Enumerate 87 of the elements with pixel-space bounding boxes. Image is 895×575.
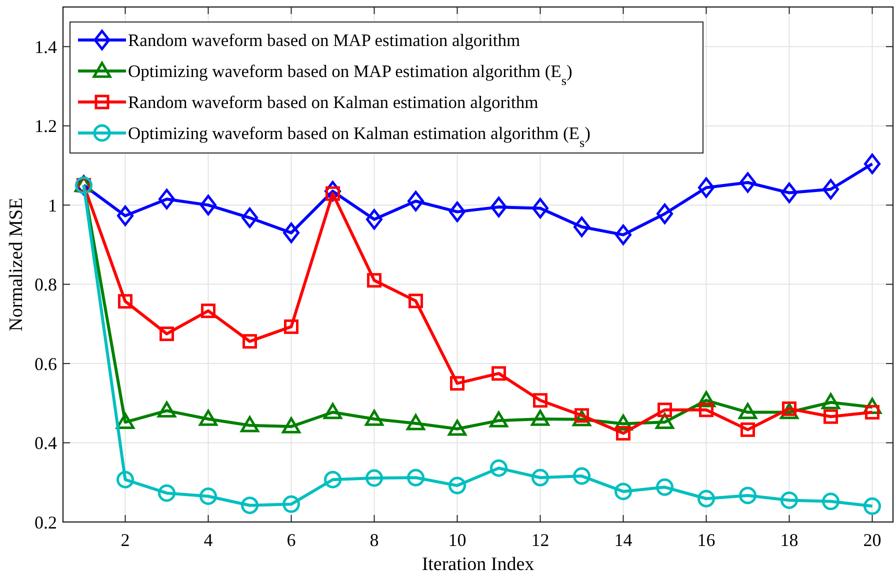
point <box>658 402 672 418</box>
point <box>780 491 798 509</box>
point <box>117 206 134 226</box>
x-tick-label: 18 <box>780 530 798 550</box>
point <box>781 182 798 204</box>
point <box>408 190 424 212</box>
y-tick-label: 1 <box>48 195 57 216</box>
y-tick-label: 0.2 <box>34 512 57 532</box>
point <box>367 273 382 288</box>
point <box>824 409 838 424</box>
y-tick-label: 0.8 <box>34 274 57 295</box>
point <box>532 198 548 218</box>
point <box>365 410 384 426</box>
point <box>406 414 425 430</box>
point <box>533 393 548 408</box>
point <box>158 401 176 418</box>
point <box>448 420 466 436</box>
point <box>366 469 383 487</box>
x-tick-label: 6 <box>286 530 296 550</box>
point <box>407 468 424 486</box>
y-tick-label: 0.4 <box>34 433 57 454</box>
x-tick-label: 20 <box>863 530 882 550</box>
point <box>242 208 258 228</box>
point <box>449 202 466 222</box>
point <box>573 467 590 485</box>
point <box>282 417 300 434</box>
point <box>200 488 217 505</box>
point <box>201 304 216 318</box>
x-tick-label: 16 <box>697 530 716 550</box>
y-tick-label: 0.6 <box>34 354 57 374</box>
point <box>118 294 132 309</box>
legend-label: Random waveform based on MAP estimation algorithm <box>128 30 520 50</box>
point <box>200 194 216 216</box>
point <box>740 422 755 437</box>
point <box>448 476 466 494</box>
point <box>822 178 839 200</box>
point <box>822 393 840 410</box>
point <box>656 204 673 224</box>
point <box>699 402 714 418</box>
point <box>616 426 630 441</box>
legend-label: Random waveform based on Kalman estimation algorithm <box>128 92 539 112</box>
point <box>116 470 134 488</box>
point <box>698 490 715 508</box>
point <box>614 482 632 500</box>
point <box>490 196 507 218</box>
point <box>490 411 508 428</box>
y-tick-label: 1.4 <box>34 36 57 57</box>
point <box>324 403 342 420</box>
point <box>698 177 714 198</box>
x-tick-label: 10 <box>448 530 466 550</box>
point <box>492 366 506 381</box>
y-tick-label: 1.2 <box>34 116 57 136</box>
point <box>158 188 175 210</box>
legend-label: Optimizing waveform based on Kalman estimation algorithm (E$_{s}$) <box>128 123 591 150</box>
x-tick-label: 8 <box>370 530 379 550</box>
point <box>242 334 257 349</box>
y-axis-title: Normalized MSE <box>6 198 27 332</box>
x-tick-label: 12 <box>531 530 550 550</box>
point <box>324 470 342 488</box>
x-tick-label: 14 <box>614 530 632 550</box>
point <box>158 484 176 502</box>
point <box>450 376 464 391</box>
point <box>199 410 218 426</box>
point <box>284 319 298 334</box>
point <box>366 209 382 230</box>
legend-label: Optimizing waveform based on MAP estimation algorithm (E$_{s}$) <box>128 61 572 88</box>
point <box>740 172 756 193</box>
point <box>574 216 590 238</box>
point <box>615 224 632 246</box>
x-tick-label: 2 <box>120 530 130 550</box>
point <box>738 403 757 420</box>
point <box>282 495 300 513</box>
point <box>739 486 756 504</box>
point <box>240 416 259 432</box>
x-tick-label: 4 <box>204 530 213 550</box>
point <box>531 410 550 426</box>
point <box>822 492 840 510</box>
point <box>241 496 258 514</box>
x-axis-title: Iteration Index <box>422 554 535 575</box>
point <box>532 468 549 486</box>
point <box>160 326 174 342</box>
point <box>656 478 674 496</box>
point <box>864 154 880 174</box>
point <box>408 294 423 308</box>
point <box>490 459 508 477</box>
point <box>864 497 881 515</box>
point <box>283 222 300 244</box>
